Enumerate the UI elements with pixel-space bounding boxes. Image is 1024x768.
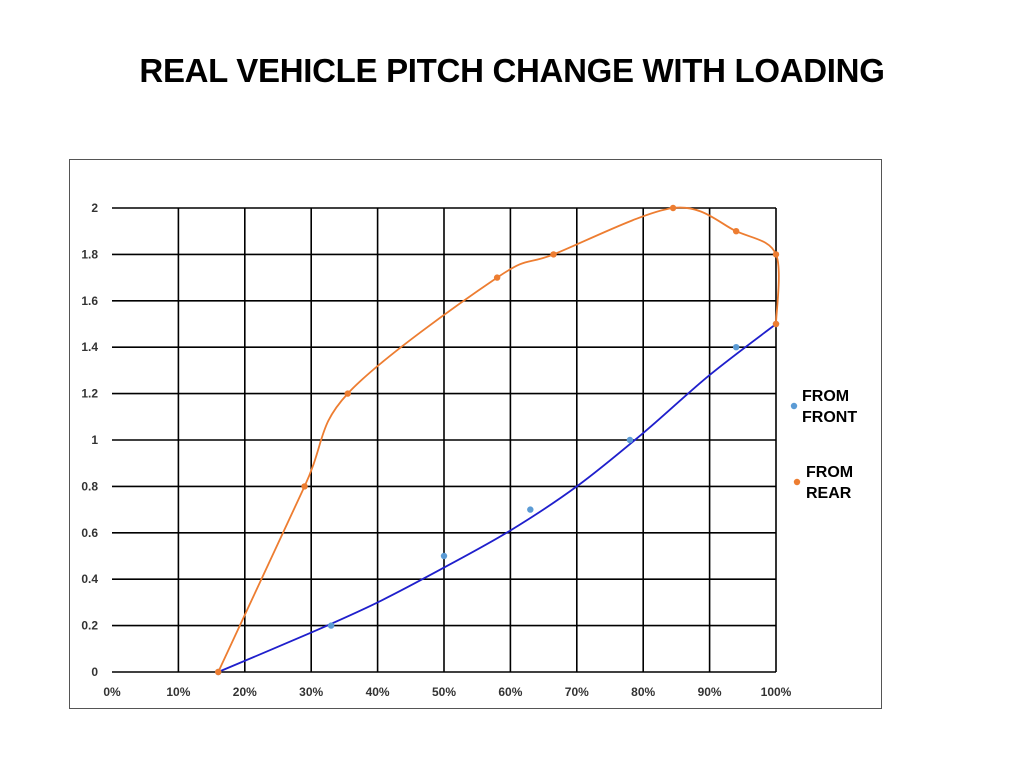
legend-label-front: FROM	[802, 388, 849, 405]
data-point-rear	[772, 320, 780, 328]
legend-marker-rear	[793, 478, 801, 486]
x-tick-label: 100%	[761, 685, 792, 699]
x-tick-label: 40%	[366, 685, 390, 699]
x-tick-label: 20%	[233, 685, 257, 699]
chart-svg: 00.20.40.60.811.21.41.61.820% 10% 20% 30% 40…	[81, 201, 857, 699]
x-tick-label: 50%	[432, 685, 456, 699]
x-tick-label: 80%	[631, 685, 655, 699]
data-point-front	[527, 506, 534, 513]
grid-layer	[112, 207, 777, 673]
data-point-rear	[493, 274, 501, 281]
y-tick-label: 2	[91, 201, 98, 215]
series-layer	[215, 204, 780, 676]
data-point-front	[626, 436, 634, 444]
data-point-rear	[215, 668, 222, 676]
x-tick-label: 30%	[299, 685, 323, 699]
legend-label-front: FRONT	[802, 409, 857, 426]
data-point-rear	[732, 228, 740, 235]
y-tick-label: 0.8	[81, 479, 98, 493]
data-point-rear	[669, 204, 677, 212]
data-point-rear	[772, 251, 780, 258]
data-point-rear	[344, 390, 351, 397]
y-tick-label: 1.8	[81, 247, 98, 261]
x-tick-label: 90%	[698, 685, 722, 699]
y-tick-label: 1	[91, 433, 98, 447]
x-tick-label: 70%	[565, 685, 589, 699]
x-tick-label: 10%	[166, 685, 190, 699]
x-tick-label: 0%	[103, 685, 121, 699]
data-point-front	[327, 622, 335, 629]
y-tick-label: 1.2	[81, 387, 98, 401]
x-tick-label: 60%	[498, 685, 522, 699]
series-line-front	[217, 323, 777, 673]
legend-layer: FROM FRONT FROM REAR	[790, 388, 857, 502]
data-point-rear	[550, 251, 557, 258]
y-tick-label: 1.6	[81, 294, 98, 308]
y-tick-label: 0	[91, 665, 98, 679]
y-tick-label: 0.2	[81, 619, 98, 633]
data-point-front	[440, 552, 448, 560]
data-point-rear	[301, 483, 308, 490]
data-point-front	[732, 344, 740, 351]
y-tick-label: 1.4	[81, 340, 98, 354]
legend-label-rear: REAR	[806, 485, 852, 502]
y-tick-label: 0.4	[81, 572, 98, 586]
legend-label-rear: FROM	[806, 464, 853, 481]
tick-layer: 00.20.40.60.811.21.41.61.820% 10% 20% 30% 40…	[81, 201, 791, 699]
slide-title: REAL VEHICLE PITCH CHANGE WITH LOADING	[139, 52, 885, 89]
y-tick-label: 0.6	[81, 526, 98, 540]
legend-marker-front	[790, 402, 798, 410]
chart-frame: 0 0.2 0.4 0.6 0.8 1 1.2 1.4 1.6 1.8 2 0% 10% 20% 30% 40…	[69, 159, 882, 709]
